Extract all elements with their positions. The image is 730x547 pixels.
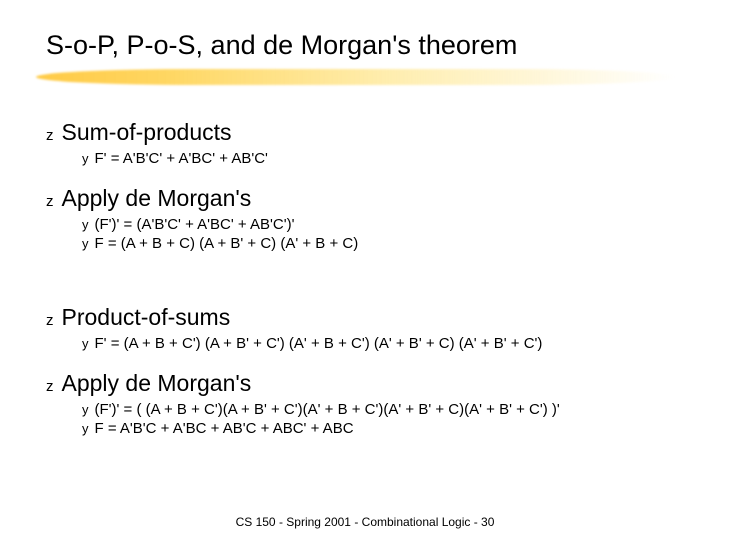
sub-item-text: F = A'B'C + A'BC + AB'C + ABC' + ABC: [95, 420, 354, 437]
underline-gradient: [36, 69, 676, 85]
title-underline: [46, 69, 684, 91]
bullet-y-icon: y: [82, 337, 89, 350]
slide-container: S-o-P, P-o-S, and de Morgan's theorem zS…: [0, 0, 730, 437]
sub-item: y F' = (A + B + C') (A + B' + C') (A' + B…: [82, 335, 684, 352]
section: z Apply de Morgan's y (F')' = ( (A + B + C'…: [46, 370, 684, 437]
section-head: z Sum-of-products: [46, 119, 684, 146]
sub-item: y (F')' = (A'B'C' + A'BC' + AB'C')': [82, 216, 684, 233]
sub-item: y (F')' = ( (A + B + C')(A + B' + C')(A' …: [82, 401, 684, 418]
sub-item-text: (F')' = (A'B'C' + A'BC' + AB'C')': [95, 216, 295, 233]
sub-item: y F' = A'B'C' + A'BC' + AB'C': [82, 150, 684, 167]
bullet-z-icon: z: [46, 128, 54, 143]
section-gap: [46, 270, 684, 304]
section-head-text: Product-of-sums: [62, 304, 231, 331]
bullet-z-icon: z: [46, 313, 54, 328]
sub-item-text: F' = (A + B + C') (A + B' + C') (A' + B …: [95, 335, 543, 352]
section: z Apply de Morgan's y (F')' = (A'B'C' + A'B…: [46, 185, 684, 252]
section-head-text: Apply de Morgan's: [62, 370, 252, 397]
bullet-y-icon: y: [82, 403, 89, 416]
bullet-y-icon: y: [82, 422, 89, 435]
sub-item: y F = A'B'C + A'BC + AB'C + ABC' + ABC: [82, 420, 684, 437]
bullet-z-icon: z: [46, 379, 54, 394]
bullet-y-icon: y: [82, 152, 89, 165]
slide-footer: CS 150 - Spring 2001 - Combinational Log…: [0, 515, 730, 529]
section-head: z Apply de Morgan's: [46, 370, 684, 397]
section: z Sum-of-products y F' = A'B'C' + A'BC' + A…: [46, 119, 684, 167]
section-head: z Apply de Morgan's: [46, 185, 684, 212]
bullet-y-icon: y: [82, 237, 89, 250]
sub-item-text: F = (A + B + C) (A + B' + C) (A' + B + C…: [95, 235, 359, 252]
sub-item: y F = (A + B + C) (A + B' + C) (A' + B + …: [82, 235, 684, 252]
section: z Product-of-sums y F' = (A + B + C') (A + …: [46, 304, 684, 352]
bullet-y-icon: y: [82, 218, 89, 231]
section-head-text: Sum-of-products: [62, 119, 232, 146]
content-area: z Sum-of-products y F' = A'B'C' + A'BC' + A…: [46, 119, 684, 437]
sub-item-text: F' = A'B'C' + A'BC' + AB'C': [95, 150, 268, 167]
section-head-text: Apply de Morgan's: [62, 185, 252, 212]
bullet-z-icon: z: [46, 194, 54, 209]
slide-title: S-o-P, P-o-S, and de Morgan's theorem: [46, 30, 684, 61]
section-head: z Product-of-sums: [46, 304, 684, 331]
sub-item-text: (F')' = ( (A + B + C')(A + B' + C')(A' +…: [95, 401, 560, 418]
